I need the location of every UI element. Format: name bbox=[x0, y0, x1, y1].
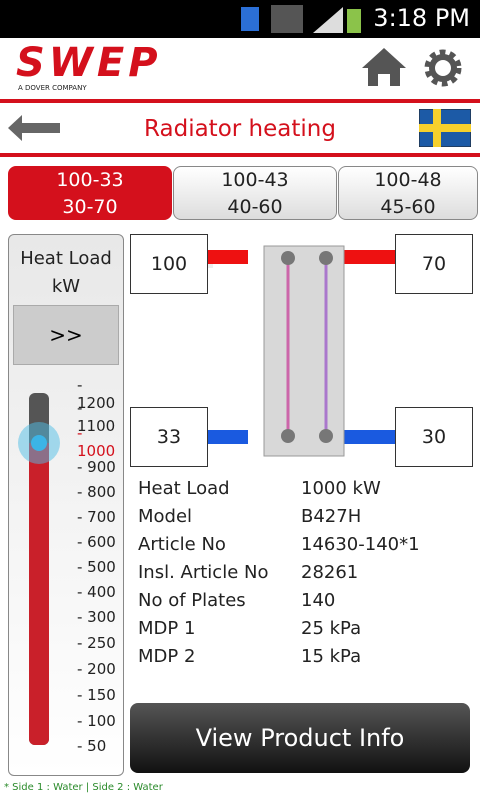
scale-label: - 100 bbox=[77, 712, 116, 730]
info-value: 15 kPa bbox=[301, 646, 362, 667]
info-value: 25 kPa bbox=[301, 618, 362, 639]
view-product-button[interactable]: View Product Info bbox=[130, 703, 470, 773]
logo: SWEP bbox=[16, 40, 162, 86]
value-box: 30 bbox=[395, 407, 473, 467]
slider-fill bbox=[29, 443, 49, 745]
info-value: 14630-140*1 bbox=[301, 534, 420, 555]
scale-label: - 900 bbox=[77, 458, 116, 476]
scale-label: - 150 bbox=[77, 686, 116, 704]
scale-label: - 700 bbox=[77, 508, 116, 526]
scale-label: - 1100 bbox=[77, 399, 116, 435]
scale-label: - 800 bbox=[77, 483, 116, 501]
tab-line: 45-60 bbox=[380, 196, 436, 218]
clock: 3:18 PM bbox=[373, 4, 470, 32]
scale-label: - 300 bbox=[77, 608, 116, 626]
value-box: 33 bbox=[130, 407, 208, 467]
info-row: Heat Load 1000 kW bbox=[138, 478, 381, 499]
divider bbox=[0, 99, 480, 103]
tab[interactable]: 100-48 45-60 bbox=[338, 166, 478, 220]
slider-panel: Heat Load kW >> - 1200- 1100- 1000- 900 - … bbox=[8, 234, 124, 776]
info-row: Model B427H bbox=[138, 506, 362, 527]
logo-tagline: A DOVER COMPANY bbox=[18, 84, 87, 92]
info-row: MDP 2 15 kPa bbox=[138, 646, 362, 667]
info-row: Insl. Article No 28261 bbox=[138, 562, 359, 583]
scale-label: - 500 bbox=[77, 558, 116, 576]
value-box: 70 bbox=[395, 234, 473, 294]
label: Heat Load bbox=[20, 248, 112, 269]
scale-label: - 200 bbox=[77, 660, 116, 678]
slider-label: Heat Load kW bbox=[9, 245, 123, 301]
info-row: No of Plates 140 bbox=[138, 590, 336, 611]
value-box: 100 bbox=[130, 234, 208, 294]
tab[interactable]: 100-43 40-60 bbox=[173, 166, 337, 220]
header-icons[interactable] bbox=[360, 46, 470, 90]
scale-label: - 400 bbox=[77, 583, 116, 601]
status-icons bbox=[241, 5, 361, 33]
info-value: 1000 kW bbox=[301, 478, 381, 499]
tab-line: 40-60 bbox=[227, 196, 283, 218]
info-row: Article No 14630-140*1 bbox=[138, 534, 420, 555]
flag[interactable] bbox=[419, 109, 471, 147]
scale-label: - 50 bbox=[77, 737, 107, 755]
footer-note: * Side 1 : Water | Side 2 : Water bbox=[4, 782, 163, 793]
page-title: Radiator heating bbox=[144, 116, 336, 142]
slider-thumb[interactable] bbox=[18, 422, 60, 464]
status-bar: 3:18 PM bbox=[0, 0, 480, 38]
info-value: 28261 bbox=[301, 562, 359, 583]
info-value: B427H bbox=[301, 506, 362, 527]
scale-label: - 1200 bbox=[77, 376, 116, 412]
tab-line: 100-48 bbox=[374, 169, 442, 191]
info-row: MDP 1 25 kPa bbox=[138, 618, 362, 639]
tab-line: 30-70 bbox=[62, 196, 118, 218]
info-value: 140 bbox=[301, 590, 336, 611]
label: kW bbox=[51, 276, 81, 297]
back-button[interactable] bbox=[8, 115, 60, 141]
app-header: SWEP A DOVER COMPANY bbox=[0, 38, 480, 100]
scale-label: - 1000 bbox=[77, 424, 116, 460]
divider bbox=[0, 153, 480, 157]
scale-label: - 600 bbox=[77, 533, 116, 551]
tab-line: 100-33 bbox=[56, 169, 124, 191]
exchanger-diagram bbox=[205, 245, 400, 457]
scale-label: - 250 bbox=[77, 634, 116, 652]
tab-line: 100-43 bbox=[221, 169, 289, 191]
tab[interactable]: 100-33 30-70 bbox=[8, 166, 172, 220]
step-button[interactable]: >> bbox=[13, 305, 119, 365]
